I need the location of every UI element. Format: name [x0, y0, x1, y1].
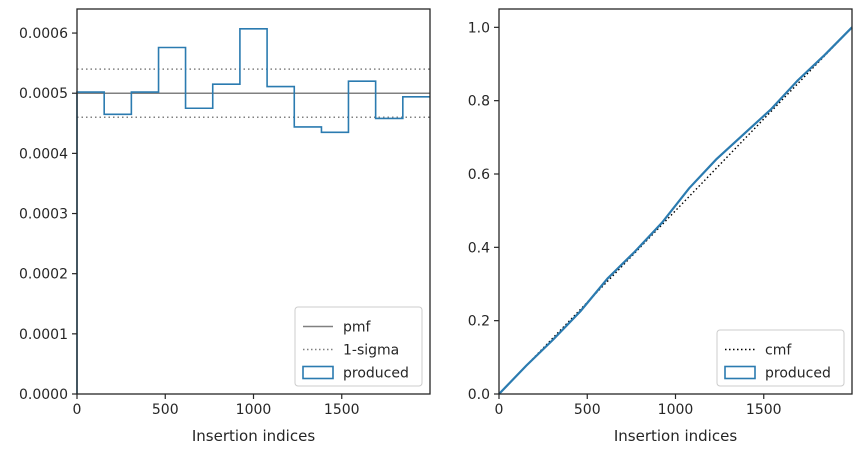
x-tick-label: 500 — [152, 402, 179, 418]
x-tick-label: 0 — [73, 402, 82, 418]
y-tick-label: 0.0001 — [19, 327, 68, 343]
legend-entry-produced: produced — [724, 365, 831, 382]
legend-entry-produced: produced — [302, 365, 409, 382]
y-tick-label: 0.8 — [468, 94, 490, 110]
legend-label: produced — [765, 366, 831, 382]
x-tick-label: 1000 — [236, 402, 272, 418]
legend: pmf 1-sigma produced — [294, 306, 423, 387]
left-panel-histogram: 0 500 1000 1500 0.0000 0.0001 0.0002 0.0003 0.00… — [19, 8, 431, 445]
legend-label: pmf — [343, 320, 372, 336]
y-tick-label: 0.0006 — [19, 26, 68, 42]
y-tick-label: 0.0 — [468, 387, 490, 403]
legend-label: produced — [343, 366, 409, 382]
y-tick-label: 0.0000 — [19, 387, 68, 403]
x-tick-label: 1500 — [746, 402, 782, 418]
y-tick-label: 0.4 — [468, 240, 490, 256]
y-tick-label: 0.0004 — [19, 146, 68, 162]
x-tick-label: 0 — [495, 402, 504, 418]
y-tick-label: 1.0 — [468, 20, 490, 36]
legend-entry-cmf: cmf — [725, 343, 792, 359]
legend-box — [716, 329, 845, 387]
legend: cmf produced — [716, 329, 845, 387]
y-tick-label: 0.0005 — [19, 86, 68, 102]
y-tick-label: 0.0002 — [19, 267, 68, 283]
legend-label: 1-sigma — [343, 343, 399, 359]
series-cmf-line — [498, 26, 853, 395]
legend-swatch — [302, 365, 334, 380]
x-axis-label: Insertion indices — [614, 427, 737, 445]
y-tick-label: 0.6 — [468, 167, 490, 183]
x-tick-label: 1500 — [324, 402, 360, 418]
series-produced-step — [76, 28, 430, 394]
legend-entry-1-sigma: 1-sigma — [303, 343, 399, 359]
legend-label: cmf — [765, 343, 792, 359]
legend-entry-pmf: pmf — [303, 320, 372, 336]
y-tick-label: 0.2 — [468, 314, 490, 330]
x-tick-label: 1000 — [658, 402, 694, 418]
right-panel-cumulative: 0 500 1000 1500 0.0 0.2 0.4 0.6 0.8 1.0 Insertion … — [468, 8, 853, 445]
legend-swatch — [724, 365, 756, 380]
series-produced-line — [498, 26, 853, 395]
x-axis-label: Insertion indices — [192, 427, 315, 445]
y-tick-label: 0.0003 — [19, 207, 68, 223]
x-tick-label: 500 — [574, 402, 601, 418]
